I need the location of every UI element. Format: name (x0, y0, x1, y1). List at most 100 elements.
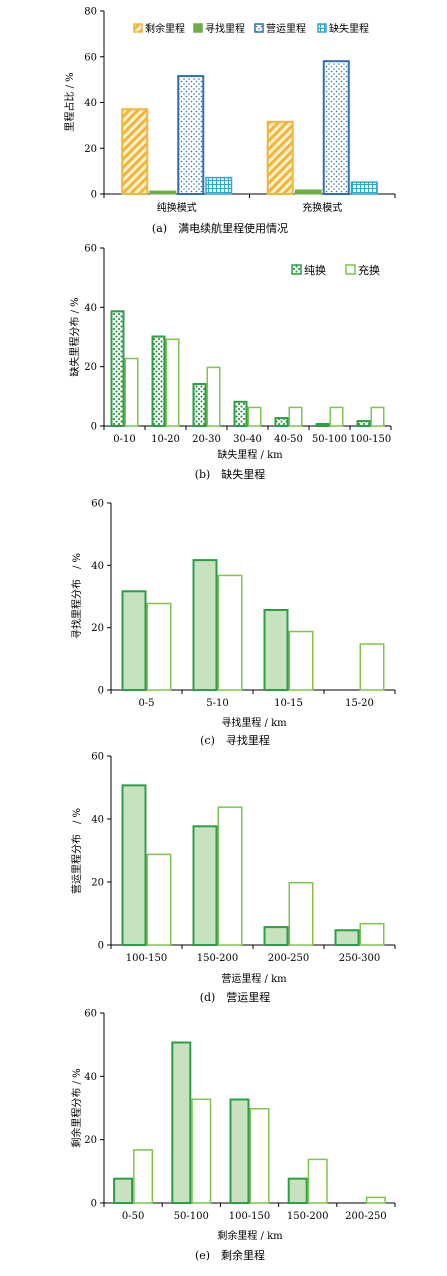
panel-c: 0 20 40 60 0-5 5-10 10-15 15-20 寻找里程分布 / % 寻找里… (70, 499, 396, 747)
panel-c-bars (121, 559, 385, 692)
panel-b-bar-s1-c5 (329, 406, 344, 427)
panel-e-bar-s1-c4 (365, 1196, 386, 1204)
panel-d-xtick-label-1: 150-200 (197, 953, 239, 964)
panel-b-xtick-label-2: 20-30 (192, 434, 221, 445)
panel-e-x-ticks: 0-50 50-100 100-150 150-200 200-250 (103, 1203, 396, 1222)
panel-d-xtick-label-3: 250-300 (339, 953, 381, 964)
panel-d-y-label: 营运里程分布 / % (70, 808, 83, 894)
panel-e-xtick-label-3: 150-200 (287, 1211, 329, 1222)
panel-c-xtick-label-2: 10-15 (274, 698, 303, 709)
panel-a-caption: (a) 满电续航里程使用情况 (152, 221, 288, 235)
panel-a-bar-s1-c0 (149, 190, 177, 195)
panel-d-x-ticks: 100-150 150-200 200-250 250-300 (110, 945, 396, 964)
panel-e-xtick-label-2: 100-150 (229, 1211, 271, 1222)
panel-b-xtick-label-4: 40-50 (274, 434, 303, 445)
panel-b-x-label: 缺失里程 / km (217, 448, 283, 461)
panel-b: 0 20 40 60 0-10 10-20 20-30 30-40 40-50 50-100 10… (68, 244, 392, 481)
panel-b-bar-s0-c2 (192, 382, 207, 428)
panel-c-bar-s1-c1 (217, 574, 243, 691)
panel-e-ytick-label-2: 40 (84, 1072, 97, 1083)
panel-a-bar-s1-c1 (294, 189, 322, 195)
panel-c-y-ticks: 0 20 40 60 (91, 499, 111, 697)
panel-a-bar-s3-c0 (205, 176, 233, 195)
panel-d-x-label: 营运里程 / km (221, 972, 287, 985)
panel-b-legend-label-1: 充换 (358, 263, 380, 277)
panel-a-legend-label-2: 营运里程 (266, 22, 306, 35)
panel-a-ytick-label-1: 20 (84, 144, 97, 155)
panel-a-y-ticks: 0 20 40 60 80 (84, 7, 104, 201)
panel-e-caption: (e) 剩余里程 (195, 1248, 265, 1262)
panel-e-ytick-label-3: 60 (84, 1009, 97, 1020)
panel-b-bar-s1-c1 (165, 338, 180, 427)
panel-b-xtick-label-1: 10-20 (151, 434, 180, 445)
panel-b-caption: (b) 缺失里程 (195, 467, 266, 481)
panel-a-legend-label-0: 剩余里程 (145, 22, 185, 35)
panel-d-bar-s0-c2 (263, 926, 289, 946)
panel-d-bar-s1-c1 (217, 806, 243, 946)
panel-a-bars (121, 60, 378, 196)
panel-b-xtick-label-3: 30-40 (233, 434, 262, 445)
panel-d-caption: (d) 营运里程 (200, 990, 271, 1004)
panel-b-legend: 纯换 充换 (291, 263, 380, 277)
panel-d-xtick-label-2: 200-250 (268, 953, 310, 964)
panel-b-ytick-label-3: 60 (84, 244, 97, 255)
panel-b-ytick-label-2: 40 (84, 303, 97, 314)
panel-c-y-label: 寻找里程分布 / % (70, 553, 83, 639)
panel-c-xtick-label-0: 0-5 (138, 698, 154, 709)
panel-b-bar-s1-c0 (124, 357, 139, 427)
panel-a-ytick-label-4: 80 (84, 7, 97, 18)
panel-d-ytick-label-0: 0 (98, 941, 104, 952)
panel-b-bar-s0-c5 (315, 423, 330, 427)
panel-d-bar-s0-c1 (192, 825, 218, 946)
panel-e-xtick-label-4: 200-250 (345, 1211, 387, 1222)
panel-e-bar-s0-c1 (171, 1041, 192, 1204)
panel-b-bar-s1-c3 (247, 406, 262, 427)
panel-a-ytick-label-3: 60 (84, 52, 97, 63)
panel-a-bar-s3-c1 (350, 181, 378, 195)
panel-c-bar-s1-c2 (288, 630, 314, 691)
panel-c-bar-s1-c0 (146, 602, 172, 691)
panel-d-ytick-label-1: 20 (91, 878, 104, 889)
panel-a-bar-s0-c1 (266, 120, 294, 195)
panel-b-xtick-label-6: 100-150 (350, 434, 392, 445)
panel-a-bar-s0-c0 (121, 108, 149, 195)
panel-d-bar-s1-c3 (359, 922, 385, 946)
panel-a-legend-label-1: 寻找里程 (205, 22, 245, 35)
panel-e-y-label: 剩余里程分布 / % (70, 1068, 83, 1147)
panel-e-y-ticks: 0 20 40 60 (84, 1009, 104, 1210)
panel-a-legend-swatch-2 (254, 23, 264, 33)
panel-d-ytick-label-2: 40 (91, 815, 104, 826)
panel-b-bar-s1-c6 (370, 406, 385, 427)
panel-b-bar-s1-c4 (288, 406, 303, 427)
panel-c-ytick-label-3: 60 (91, 499, 104, 510)
panel-e-ytick-label-0: 0 (91, 1199, 97, 1210)
panel-c-bar-s0-c2 (263, 608, 289, 692)
panel-b-bars (110, 310, 385, 428)
panel-e-x-label: 剩余里程 / km (217, 1229, 283, 1242)
panel-d-xtick-label-0: 100-150 (126, 953, 168, 964)
panel-e-bar-s0-c2 (229, 1098, 250, 1204)
panel-a-legend-swatch-0 (133, 23, 143, 33)
panel-d-bar-s0-c0 (121, 784, 147, 946)
panel-d-bar-s1-c0 (146, 853, 172, 946)
panel-b-xtick-label-5: 50-100 (312, 434, 347, 445)
panel-b-ytick-label-0: 0 (91, 422, 97, 433)
panel-b-legend-swatch-0 (291, 264, 302, 275)
panel-b-ytick-label-1: 20 (84, 362, 97, 373)
panel-e-bar-s1-c2 (249, 1108, 270, 1204)
panel-a-y-label: 里程占比 / % (63, 72, 76, 131)
panel-a-ytick-label-2: 40 (84, 98, 97, 109)
panel-c-x-ticks: 0-5 5-10 10-15 15-20 (110, 690, 396, 709)
panel-b-y-label: 缺失里程分布 / % (68, 297, 81, 376)
panel-b-legend-swatch-1 (345, 264, 356, 275)
panel-b-bar-s0-c4 (274, 417, 289, 428)
panel-b-bar-s0-c6 (356, 420, 371, 428)
panel-a-xtick-label-1: 充换模式 (302, 201, 342, 214)
panel-b-bar-s0-c1 (151, 335, 166, 427)
panel-a-legend-label-3: 缺失里程 (329, 22, 369, 35)
panel-b-xtick-label-0: 0-10 (113, 434, 135, 445)
panel-d-bar-s1-c2 (288, 882, 314, 946)
panel-c-xtick-label-3: 15-20 (345, 698, 374, 709)
panel-e-bar-s1-c1 (191, 1098, 212, 1204)
